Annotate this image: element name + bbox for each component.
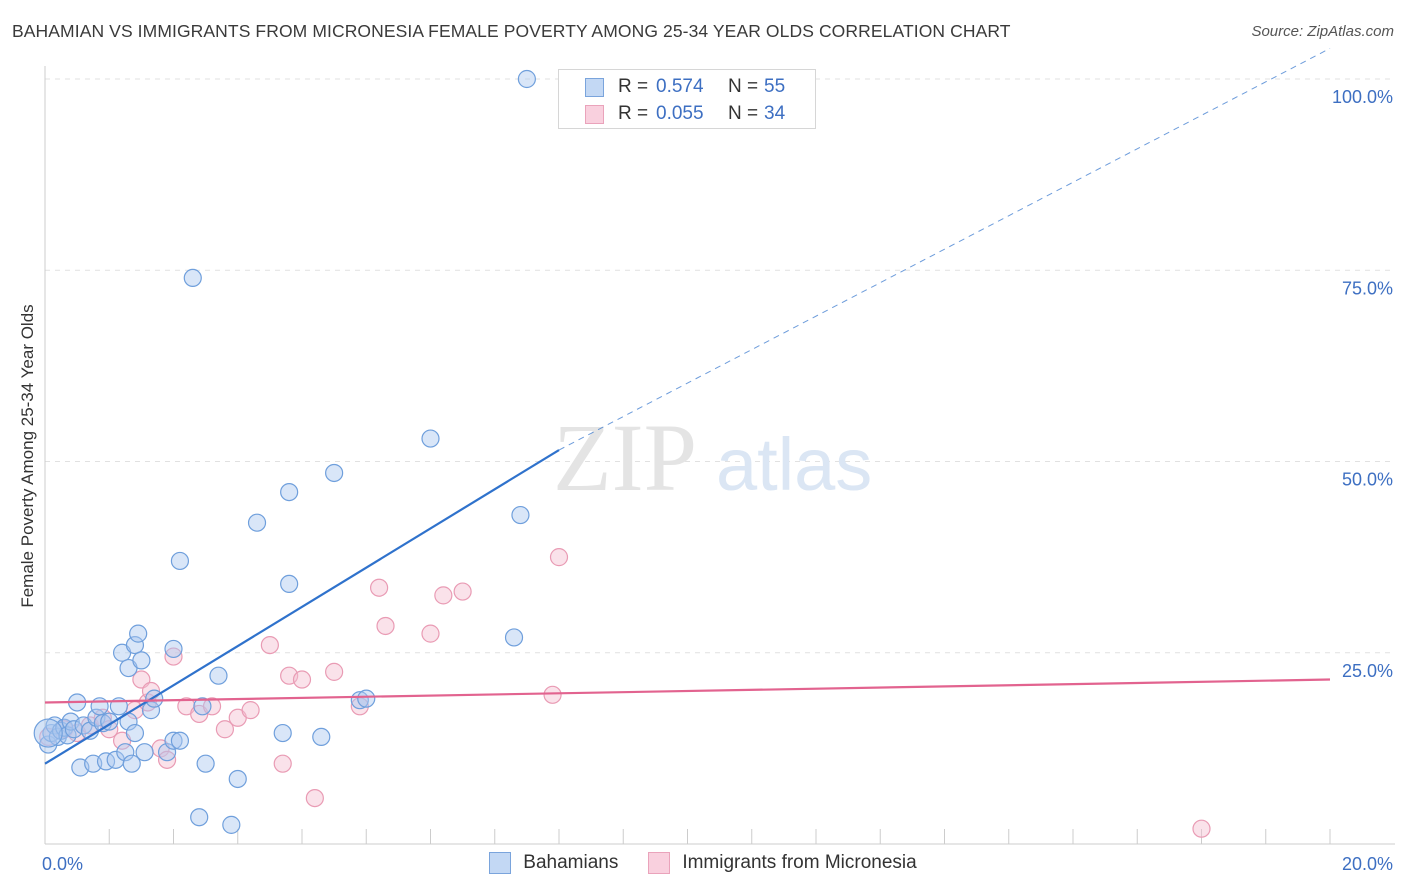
data-point-bahamians [125, 723, 145, 743]
data-point-bahamians [157, 743, 177, 762]
data-point-bahamians [125, 635, 145, 655]
data-point-micronesia [241, 701, 260, 720]
data-point-bahamians [511, 505, 530, 525]
legend-n-label: N = [728, 103, 759, 124]
data-point-micronesia [549, 548, 569, 567]
data-point-bahamians [280, 483, 299, 502]
data-point-micronesia [215, 720, 234, 739]
data-point-bahamians [325, 463, 344, 483]
data-point-bahamians [280, 574, 299, 594]
data-point-micronesia [202, 697, 222, 716]
data-point-bahamians [504, 628, 524, 647]
y-tick-label: 25.0% [1342, 661, 1393, 681]
data-point-micronesia [305, 788, 324, 808]
data-point-bahamians [312, 727, 331, 747]
data-point-bahamians [222, 815, 241, 834]
data-point-micronesia [421, 624, 440, 643]
data-point-micronesia [434, 586, 453, 605]
data-point-bahamians [64, 720, 84, 739]
data-point-bahamians [273, 723, 292, 743]
data-point-micronesia [453, 582, 472, 601]
data-point-bahamians [190, 808, 209, 827]
data-point-micronesia [260, 635, 279, 655]
data-point-micronesia [157, 750, 177, 769]
x-tick-label: 0.0% [42, 854, 83, 874]
data-point-bahamians [421, 429, 440, 448]
data-point-bahamians [196, 754, 215, 773]
legend-label-micronesia: Immigrants from Micronesia [682, 852, 917, 873]
legend-swatch-blue [585, 77, 604, 97]
data-point-bahamians [193, 697, 212, 716]
source-label: Source: ZipAtlas.com [1251, 23, 1394, 40]
data-point-bahamians [135, 743, 154, 762]
legend-swatch-blue [489, 852, 512, 874]
data-point-bahamians [247, 513, 267, 532]
legend-swatch-pink [585, 104, 604, 124]
data-point-bahamians [183, 268, 202, 287]
data-point-cluster [33, 718, 63, 748]
data-point-micronesia [325, 662, 344, 681]
y-tick-label: 75.0% [1342, 278, 1393, 298]
legend-item-micronesia[interactable]: Immigrants from Micronesia [648, 852, 917, 874]
data-point-bahamians [209, 666, 228, 685]
legend-r-value: 0.574 [656, 76, 704, 97]
legend-row-bahamians: R = 0.574 N = 55 [585, 75, 785, 99]
data-point-bahamians [170, 731, 190, 750]
correlation-legend: R = 0.574 N = 55 R = 0.055 N = 34 [558, 69, 816, 129]
trend-extension-bahamians [558, 47, 1331, 451]
legend-r-label: R = [618, 76, 649, 97]
legend-label-bahamians: Bahamians [523, 852, 619, 873]
data-point-bahamians [164, 731, 183, 750]
legend-row-micronesia: R = 0.055 N = 34 [585, 102, 785, 126]
trend-line-micronesia [44, 678, 1331, 704]
series-bahamians-points [33, 69, 536, 834]
data-point-micronesia [164, 647, 183, 666]
data-point-bahamians [122, 754, 141, 773]
data-point-micronesia [376, 616, 395, 636]
legend-r-value: 0.055 [656, 103, 704, 124]
data-point-micronesia [1192, 819, 1211, 838]
watermark-zip: ZIP [553, 404, 697, 511]
data-point-bahamians [132, 651, 151, 670]
axes [44, 66, 1395, 845]
data-point-bahamians [357, 689, 376, 708]
data-point-bahamians [228, 769, 247, 789]
chart-title: BAHAMIAN VS IMMIGRANTS FROM MICRONESIA F… [12, 21, 1011, 41]
gridlines [45, 78, 1395, 654]
data-point-bahamians [116, 743, 135, 762]
series-legend: Bahamians Immigrants from Micronesia [0, 852, 1406, 874]
watermark: ZIP atlas [553, 404, 872, 511]
x-tick-label: 20.0% [1342, 854, 1393, 874]
y-tick-label: 50.0% [1342, 470, 1393, 490]
data-point-micronesia [273, 754, 292, 773]
legend-r-label: R = [618, 103, 649, 124]
trend-line-bahamians [44, 449, 560, 765]
data-point-micronesia [292, 670, 312, 689]
series-micronesia-points [39, 548, 1211, 838]
legend-n-label: N = [728, 76, 759, 97]
legend-n-value: 55 [764, 76, 786, 97]
data-point-bahamians [517, 69, 536, 89]
legend-swatch-pink [648, 852, 671, 874]
trend-lines [44, 47, 1331, 765]
data-point-bahamians [129, 624, 148, 643]
legend-item-bahamians[interactable]: Bahamians [489, 852, 618, 874]
data-point-bahamians [170, 551, 190, 571]
y-axis-label: Female Poverty Among 25-34 Year Olds [18, 304, 37, 608]
watermark-atlas: atlas [716, 423, 872, 506]
data-point-micronesia [370, 578, 389, 597]
tick-labels: 25.0% 50.0% 75.0% 100.0% 0.0% 20.0% [42, 87, 1393, 874]
legend-n-value: 34 [764, 103, 786, 124]
data-point-bahamians [164, 639, 183, 659]
data-point-micronesia [543, 685, 562, 704]
y-tick-label: 100.0% [1332, 87, 1393, 107]
